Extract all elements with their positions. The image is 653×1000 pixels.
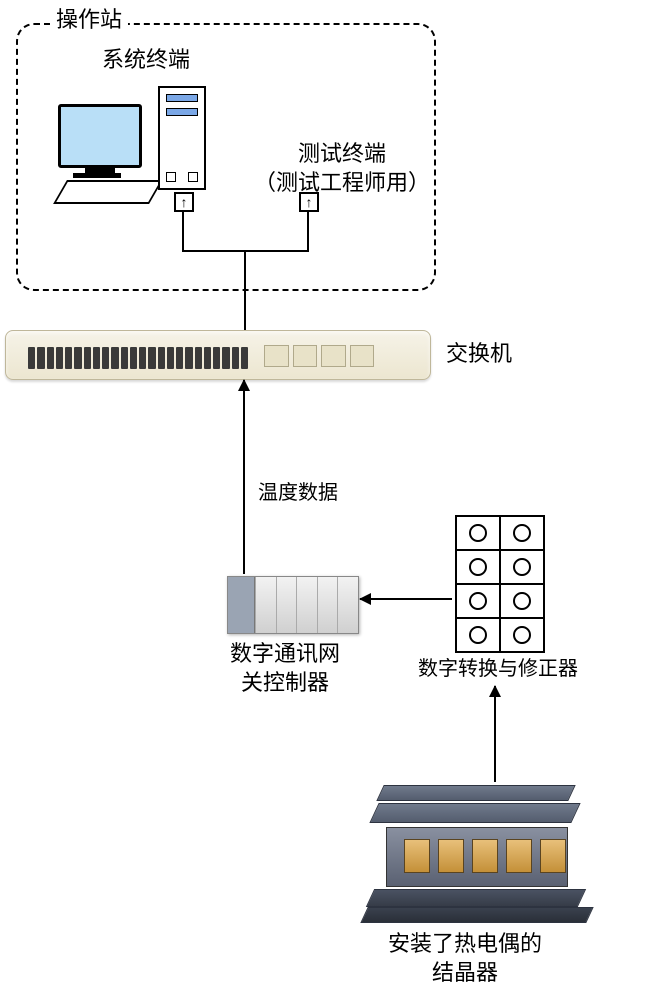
crystallizer-label-l2: 结晶器: [432, 960, 498, 985]
diagram-canvas: 操作站 系统终端 测试终端 （测试工程师用） ↑ ↑ 交换机 温度数据: [0, 0, 653, 1000]
converter-label: 数字转换与修正器: [418, 656, 578, 682]
system-terminal-label: 系统终端: [102, 46, 190, 75]
gateway-to-switch-arrow: [243, 380, 245, 574]
crystallizer-label-l1: 安装了热电偶的: [388, 931, 542, 956]
merge-line: [307, 210, 309, 250]
gateway-device-icon: [227, 576, 359, 634]
crystallizer-label: 安装了热电偶的 结晶器: [388, 930, 542, 987]
crystallizer-device-icon: [360, 785, 580, 925]
system-terminal-arrow-target: ↑: [174, 192, 194, 212]
switch-device-icon: [5, 330, 431, 380]
test-terminal-arrow-target: ↑: [299, 192, 319, 212]
tower-icon: [158, 86, 206, 190]
converter-device-icon: [455, 515, 545, 653]
gateway-label: 数字通讯网 关控制器: [230, 640, 340, 697]
test-terminal-line1: 测试终端: [298, 141, 386, 166]
test-terminal-line2: （测试工程师用）: [254, 170, 430, 195]
gateway-label-l2: 关控制器: [241, 670, 329, 695]
converter-to-gateway-arrow: [360, 598, 452, 600]
switch-label: 交换机: [446, 340, 512, 369]
crystallizer-to-converter-arrow: [494, 686, 496, 782]
merge-line: [182, 210, 184, 250]
keyboard-icon: [53, 180, 163, 204]
operator-station-label: 操作站: [50, 6, 128, 35]
test-terminal-label: 测试终端 （测试工程师用）: [254, 140, 430, 197]
gateway-label-l1: 数字通讯网: [230, 641, 340, 666]
temperature-data-label: 温度数据: [258, 480, 338, 506]
merge-line: [244, 250, 246, 330]
